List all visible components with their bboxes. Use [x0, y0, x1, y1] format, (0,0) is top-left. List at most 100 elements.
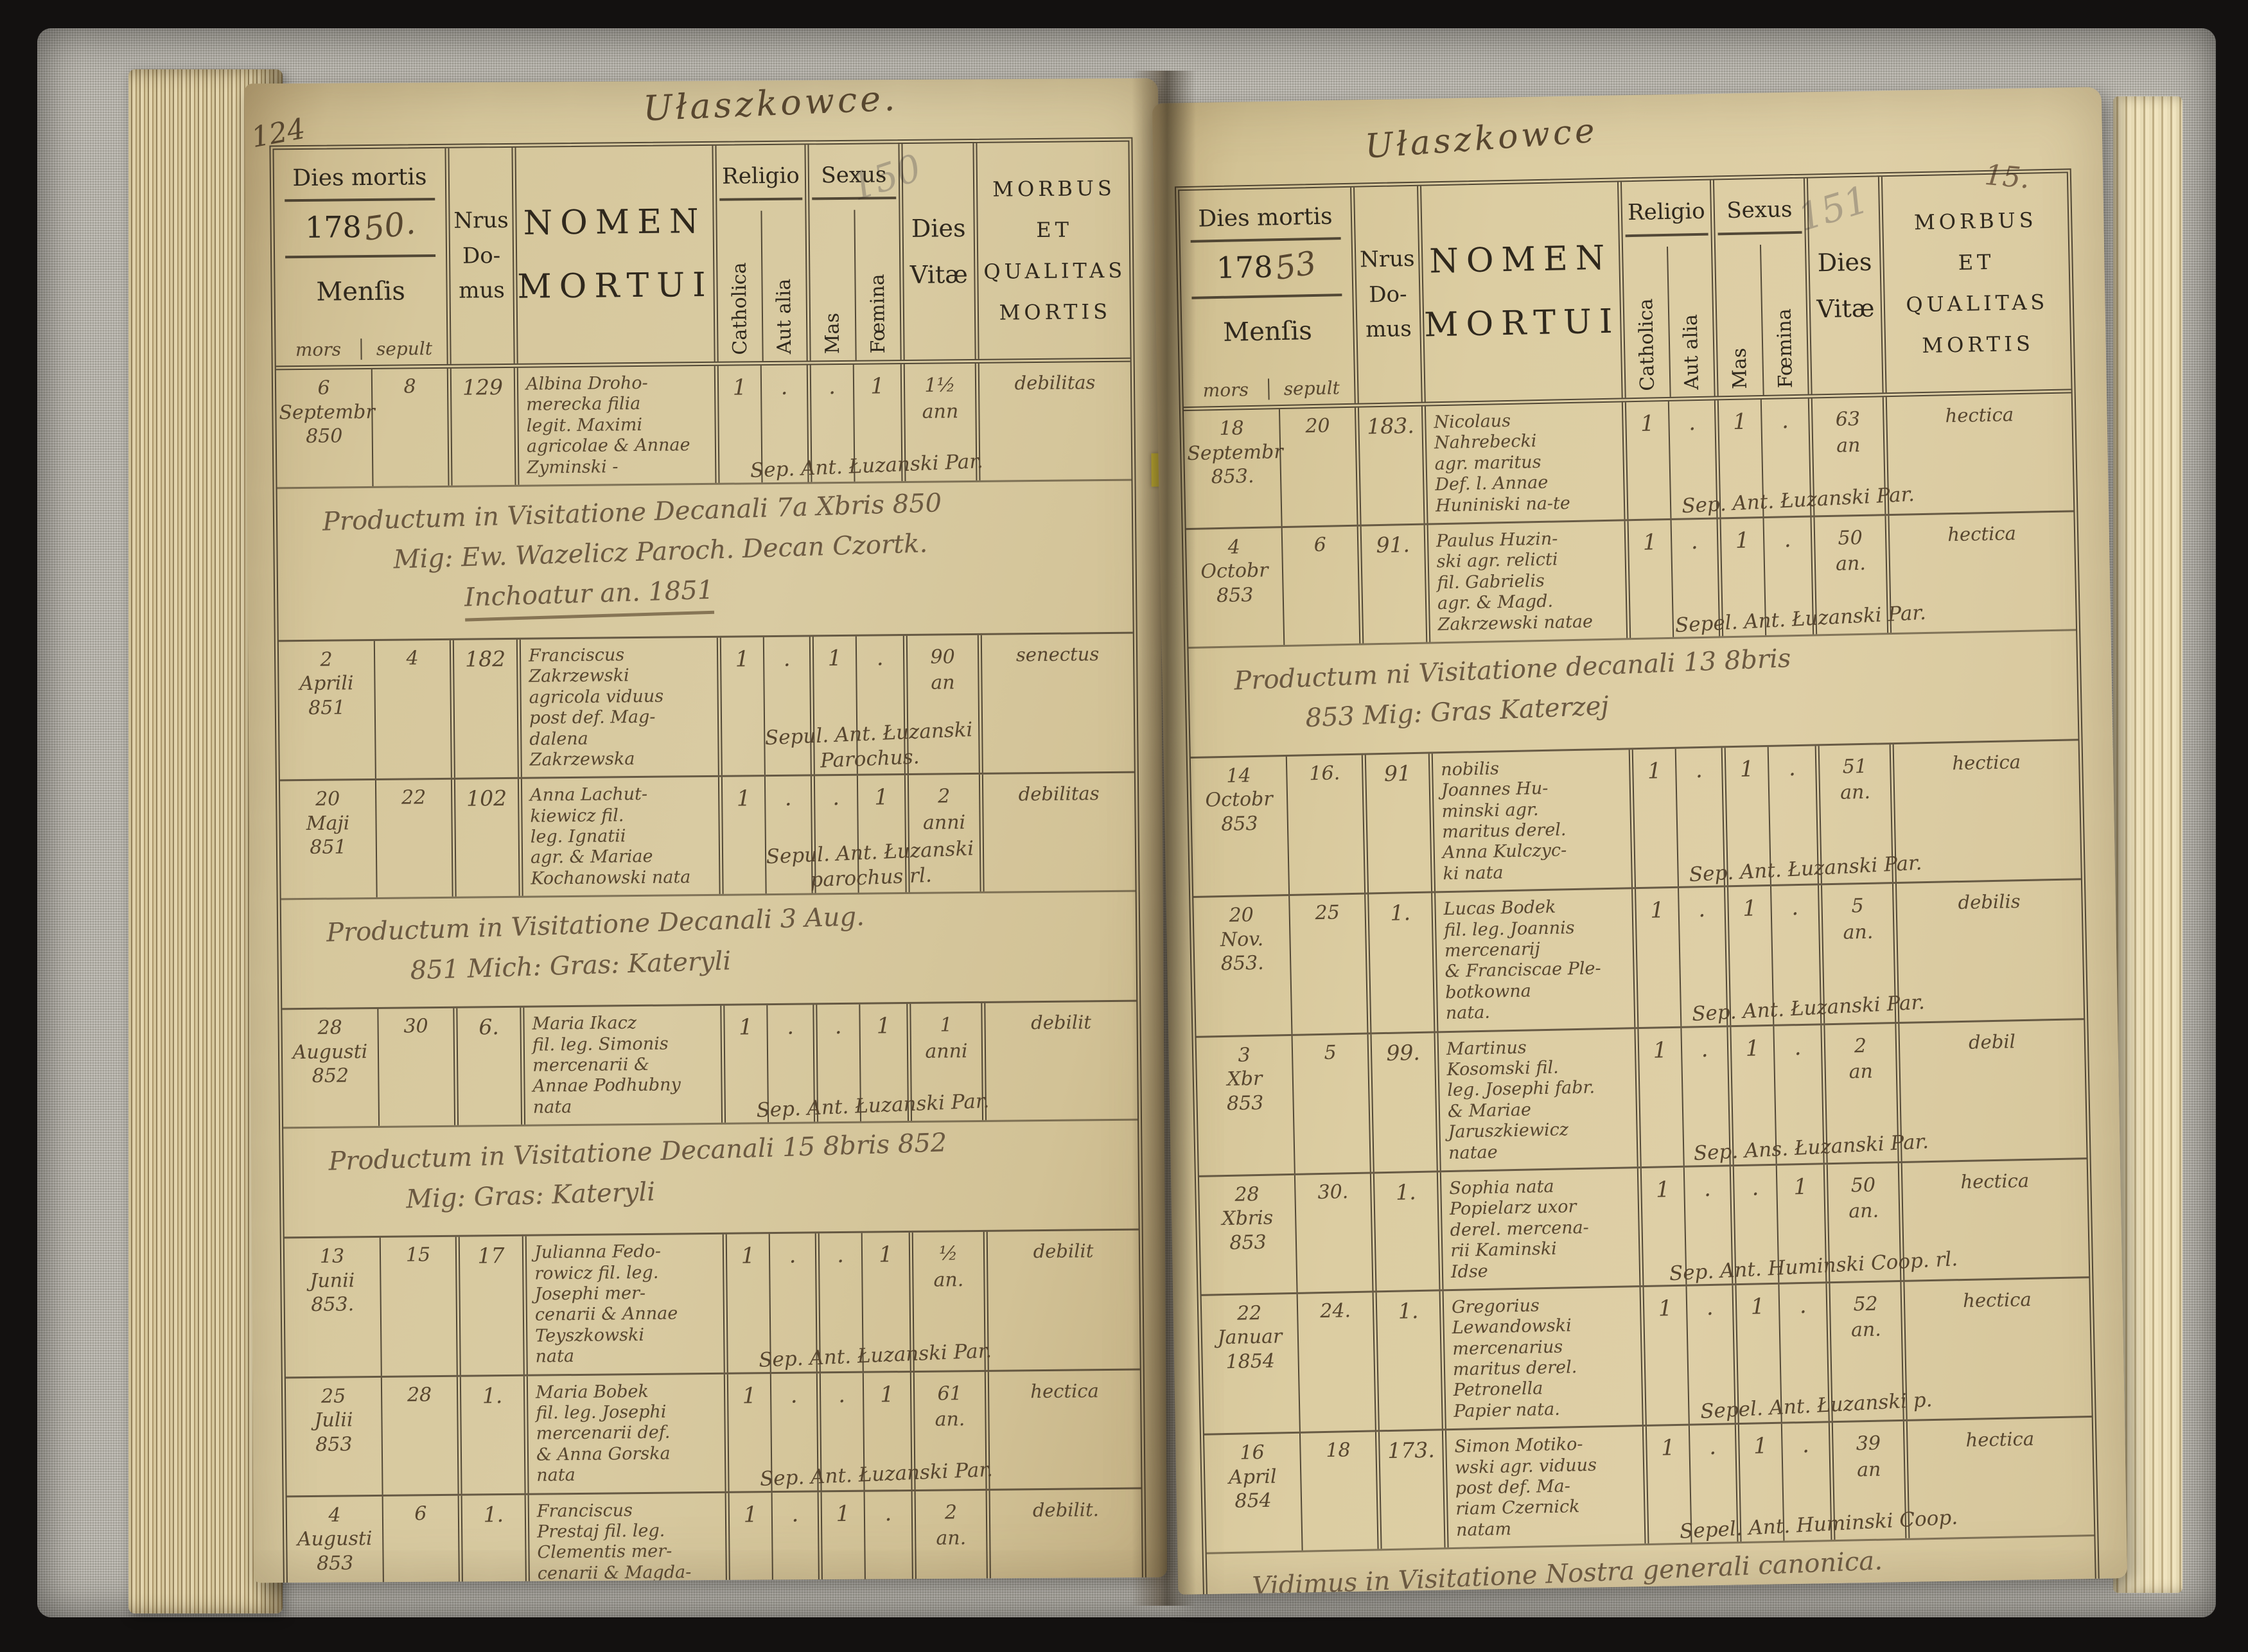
dies-mortis-label: Dies mortis: [292, 164, 427, 192]
religio-label: Religio: [1627, 198, 1706, 226]
visitation-note-line: Inchoatur an. 1851: [464, 570, 715, 622]
register-table: Dies mortis 17853 Menſis mors sepult Nru…: [1174, 168, 2103, 1595]
year-handwritten: 50.: [361, 204, 418, 249]
mors-sepult-sublabels: mors sepult: [1183, 376, 1355, 401]
cell-nrus: 91: [1361, 753, 1432, 893]
cell-nrus: 99.: [1367, 1033, 1437, 1172]
cell-mors: 20 Maji 851: [306, 787, 350, 859]
catholica-label: Catholica: [1634, 298, 1659, 391]
cell-cath: 1: [724, 1492, 773, 1583]
aut-alia-subcolumn: Aut alia: [760, 210, 807, 362]
visitation-note: Productum ni Visitatione decanali 13 8br…: [1188, 629, 2078, 757]
catholica-label: Catholica: [728, 262, 751, 355]
cell-sepult: 16.: [1285, 755, 1365, 895]
table-header: Dies mortis 17853 Menſis mors sepult Nru…: [1179, 173, 2071, 412]
cell-mors: 14 Octobr 853: [1205, 764, 1274, 836]
mors-sublabel: mors: [1202, 379, 1249, 401]
cell-sepult: 28: [380, 1376, 458, 1495]
header-dies-mortis: Dies mortis 17853 Menſis mors sepult: [1179, 188, 1355, 407]
header-religio: Religio Catholica Aut alia: [1617, 180, 1714, 398]
sexus-label: Sexus: [821, 162, 887, 189]
cell-sepult: 22: [374, 780, 452, 898]
visitation-note: Productum in Visitatione Decanali 15 8br…: [283, 1118, 1139, 1237]
mors-sepult-sublabels: mors sepult: [276, 337, 447, 361]
cell-mors: 2 Aprili 851: [299, 648, 354, 719]
place-title: Ułaszkowce.: [642, 78, 899, 129]
cell-sepult: 30: [377, 1008, 455, 1127]
cell-nrus: 173.: [1374, 1430, 1445, 1549]
visitation-note: Productum in Visitatione Decanali 3 Aug.…: [281, 890, 1137, 1008]
cell-nrus: 17: [455, 1236, 523, 1375]
cell-nrus: 102: [450, 779, 519, 897]
mensis-label: Menſis: [1222, 316, 1313, 347]
cell-mors: 20 Nov. 853.: [1220, 904, 1264, 976]
year-value: 17850.: [274, 200, 446, 249]
header-religio: Religio Catholica Aut alia: [712, 145, 807, 362]
femina-label: Fœmina: [866, 274, 890, 354]
header-sexus: Sexus Mas Fœmina: [804, 144, 900, 361]
cell-nrus: 1.: [1364, 893, 1434, 1033]
cell-fem: .: [863, 1491, 913, 1583]
cell-mors: 6 Septembr 850: [279, 376, 375, 448]
sexus-label: Sexus: [1726, 197, 1793, 224]
cell-sepult: 5: [1291, 1034, 1370, 1173]
year-printed: 178: [1216, 249, 1274, 286]
register-entry: 6 Septembr 850 8 129 Albina Droho- merecka …: [276, 362, 1132, 488]
femina-subcolumn: Fœmina: [853, 209, 900, 360]
cell-sepult: 4: [373, 640, 451, 779]
cell-vitae: 2 an.: [911, 1490, 987, 1583]
femina-subcolumn: Fœmina: [1759, 243, 1808, 396]
cell-mors: 4 Augusti 853: [297, 1504, 373, 1575]
aut-alia-label: Aut alia: [1679, 314, 1704, 391]
cell-morbus: debilit.: [985, 1489, 1143, 1583]
femina-label: Fœmina: [1773, 308, 1797, 389]
cell-mors: 28 Xbris 853: [1221, 1182, 1274, 1254]
cell-sepult: 15: [379, 1236, 457, 1376]
visitation-note: Productum in Visitatione Decanali 7a Xbr…: [277, 479, 1133, 640]
mas-subcolumn: Mas: [1716, 245, 1762, 396]
cell-mors: 16 April 854: [1228, 1441, 1277, 1513]
cell-sepult: 24.: [1296, 1292, 1375, 1432]
header-dies-vitae: Dies Vitæ: [898, 143, 975, 360]
sepult-sublabel: sepult: [1267, 376, 1355, 400]
register-entry: 3 Xbr 853 5 99. Martinus Kosomski fil. leg.…: [1196, 1017, 2087, 1175]
cell-sepult: 20: [1278, 407, 1357, 527]
cell-mors: 28 Augusti 852: [292, 1016, 368, 1088]
cell-sepult: 30.: [1294, 1173, 1373, 1292]
register-entry: 20 Maji 851 22 102 Anna Lachut- kiewicz fil…: [279, 771, 1136, 899]
register-entry: 14 Octobr 853 16. 91 nobilis Joannes Hu- mi…: [1190, 739, 2081, 897]
cell-nrus: 1.: [456, 1376, 525, 1494]
register-entry: 2 Aprili 851 4 182 Franciscus Zakrzewski ag…: [278, 631, 1134, 780]
cell-mors: 22 Januar 1854: [1217, 1301, 1283, 1373]
year-value: 17853: [1181, 240, 1352, 289]
cell-sepult: 6: [382, 1495, 459, 1583]
mas-subcolumn: Mas: [809, 210, 855, 361]
cell-mors: 4 Octobr 853: [1200, 536, 1269, 608]
cell-aut: .: [771, 1491, 819, 1583]
cell-mors: 13 Junii 853.: [310, 1245, 355, 1317]
cell-nrus: 183.: [1354, 406, 1424, 525]
cell-mors: 25 Julii 853: [314, 1384, 353, 1456]
header-dies-mortis: Dies mortis 17850. Menſis mors sepult: [274, 148, 447, 366]
right-register-page: Ułaszkowce 15. 151 Dies mortis 17853 Men…: [1152, 87, 2128, 1595]
cell-nrus: 1.: [1369, 1172, 1439, 1291]
header-sexus: Sexus Mas Fœmina: [1709, 178, 1808, 396]
aut-alia-label: Aut alia: [773, 279, 796, 355]
cell-sepult: 6: [1281, 526, 1360, 645]
cell-sepult: 25: [1288, 894, 1367, 1034]
right-page-stack-edges: [2113, 96, 2182, 1593]
register-entry: 13 Junii 853. 15 17 Julianna Fedo- rowicz f…: [284, 1228, 1140, 1376]
header-nomen-mortui: NOMEN MORTUI: [511, 145, 714, 364]
register-entry: 22 Januar 1854 24. 1. Gregorius Lewandowski…: [1201, 1276, 2092, 1434]
register-entry: 25 Julii 853 28 1. Maria Bobek fil. leg. Jo…: [285, 1368, 1141, 1495]
header-dies-vitae: Dies Vitæ: [1803, 177, 1883, 394]
register-entry: 20 Nov. 853. 25 1. Lucas Bodek fil. leg. Jo…: [1193, 878, 2084, 1036]
rule: [812, 197, 897, 200]
cell-nrus: 182: [449, 639, 518, 778]
cell-nrus: 1.: [457, 1495, 526, 1583]
rule: [719, 197, 803, 201]
register-entry: 16 April 854 18 173. Simon Motiko- wski agr…: [1204, 1416, 2094, 1552]
dies-mortis-label: Dies mortis: [1198, 203, 1333, 233]
register-table: Dies mortis 17850. Menſis mors sepult Nr…: [269, 137, 1147, 1583]
